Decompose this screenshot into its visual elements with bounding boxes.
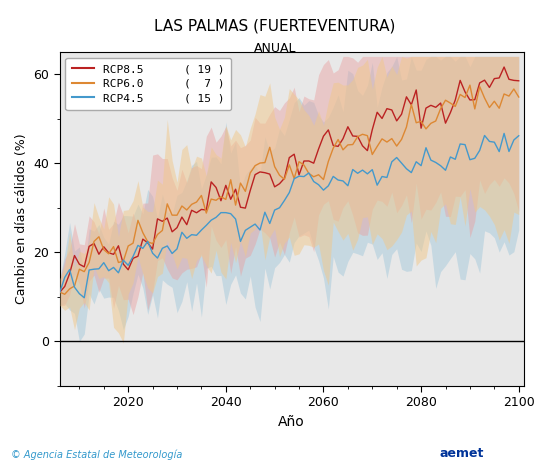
Y-axis label: Cambio en días cálidos (%): Cambio en días cálidos (%) — [15, 134, 28, 304]
Text: aemet: aemet — [439, 447, 484, 460]
Legend: RCP8.5      ( 19 ), RCP6.0      (  7 ), RCP4.5      ( 15 ): RCP8.5 ( 19 ), RCP6.0 ( 7 ), RCP4.5 ( 15… — [65, 57, 232, 110]
Text: ANUAL: ANUAL — [254, 42, 296, 55]
Text: LAS PALMAS (FUERTEVENTURA): LAS PALMAS (FUERTEVENTURA) — [155, 18, 395, 33]
X-axis label: Año: Año — [278, 414, 305, 429]
Text: © Agencia Estatal de Meteorología: © Agencia Estatal de Meteorología — [11, 449, 183, 460]
